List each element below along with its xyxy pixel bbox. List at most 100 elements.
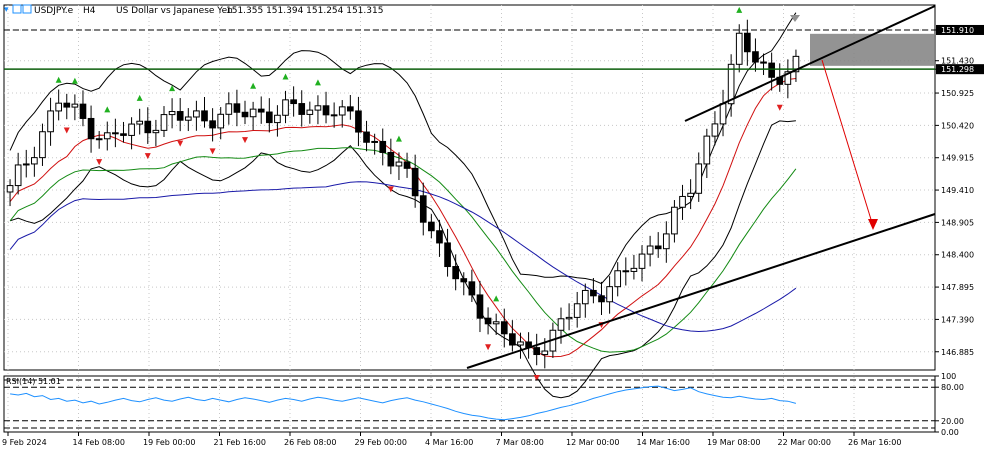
candle-body: [14, 164, 22, 187]
price-tag-bg: [936, 24, 984, 35]
down-arrow-marker: [177, 140, 184, 147]
rsi-panel: 100 80.00 20.00 0.00 RSI(14) 51.01: [4, 372, 964, 437]
time-tick-label: 14 Feb 08:00: [73, 438, 125, 447]
candle-body: [581, 289, 589, 305]
price-tick-label: 149.915: [941, 154, 974, 163]
time-tick-label: 22 Mar 00:00: [778, 438, 831, 447]
candle-body: [79, 103, 87, 119]
fractal-arrows: [55, 6, 783, 381]
time-tick-label: 4 Mar 16:00: [425, 438, 473, 447]
candle-body: [144, 120, 152, 134]
timeframe-label: H4: [83, 6, 96, 16]
candle-body: [492, 321, 500, 325]
candle-body: [306, 109, 314, 115]
time-tick-label: 19 Feb 00:00: [143, 438, 195, 447]
timeframe-icon: [22, 4, 32, 14]
candle-body: [39, 131, 46, 159]
resistance-zone: [810, 33, 935, 66]
band-upper: [9, 12, 797, 285]
candle-body: [363, 131, 370, 143]
candle-body: [436, 230, 443, 244]
candle-body: [517, 341, 524, 346]
candle-body: [71, 103, 79, 108]
candle-body: [679, 195, 686, 208]
up-arrow-marker: [493, 295, 500, 302]
down-arrow-marker: [387, 186, 394, 193]
candle-body: [322, 105, 330, 116]
time-tick-label: 12 Mar 00:00: [566, 438, 619, 447]
candle-body: [460, 278, 468, 283]
candle-body: [47, 110, 54, 133]
up-arrow-marker: [169, 85, 176, 92]
candle-body: [638, 253, 646, 269]
candle-body: [395, 161, 403, 167]
price-tick-label: 148.905: [941, 218, 974, 227]
time-tick-label: 7 Mar 08:00: [496, 438, 544, 447]
ma-green-line: [9, 147, 797, 353]
candle-body: [241, 111, 249, 118]
price-tick-label: 147.895: [941, 283, 974, 292]
ma-blue-line: [9, 181, 797, 333]
candle-body: [290, 99, 297, 105]
candle-body: [573, 303, 581, 318]
up-arrow-marker: [395, 135, 402, 142]
candle-body: [128, 123, 135, 136]
candle-body: [476, 294, 484, 319]
rsi-tick-label: 20.00: [941, 417, 964, 426]
time-tick-label: 29 Feb 00:00: [355, 438, 407, 447]
candle-body: [565, 316, 573, 320]
projection-arrow-head: [868, 219, 878, 230]
chart-grid: [3, 4, 936, 433]
rsi-tick-label: 100: [941, 372, 956, 381]
candle-body: [282, 99, 289, 116]
price-tick-label: 148.400: [941, 251, 974, 260]
candle-body: [662, 233, 670, 250]
candle-body: [484, 317, 492, 325]
symbol-icon: [12, 4, 22, 14]
candle-body: [419, 195, 427, 223]
candle-body: [735, 32, 743, 65]
rsi-line: [10, 385, 797, 421]
candle-body: [355, 110, 362, 133]
candle-body: [452, 266, 459, 280]
time-tick-label: 19 Mar 08:00: [707, 438, 760, 447]
candle-body: [6, 185, 14, 193]
candle-body: [136, 120, 144, 125]
projection-arrow-line: [821, 59, 874, 227]
candle-body: [500, 321, 508, 335]
candle-body: [63, 102, 71, 108]
candle-body: [387, 151, 395, 167]
chart-menu-icon[interactable]: ▾: [4, 5, 9, 15]
candle-body: [103, 132, 111, 140]
candle-body: [411, 167, 419, 197]
candle-body: [347, 106, 354, 112]
up-arrow-marker: [250, 82, 257, 89]
candle-body: [598, 295, 605, 303]
candle-body: [768, 62, 775, 78]
candle-body: [711, 123, 719, 137]
down-arrow-marker: [776, 104, 783, 111]
band-lower: [9, 120, 796, 399]
candle-body: [314, 105, 322, 111]
chart-header: ▾ USDJPY.e H4 US Dollar vs Japanese Yen …: [4, 4, 383, 16]
candle-body: [168, 111, 176, 116]
rsi-frame: [3, 375, 936, 433]
candle-body: [403, 161, 411, 169]
candle-body: [654, 245, 662, 250]
candle-body: [533, 347, 541, 356]
symbol-label: USDJPY.e: [34, 6, 74, 16]
candle-body: [95, 138, 103, 141]
candle-body: [719, 103, 727, 125]
time-axis: 9 Feb 2024 14 Feb 08:00 19 Feb 00:00 21 Feb…: [2, 432, 901, 447]
candle-body: [233, 103, 241, 113]
candle-body: [22, 163, 30, 166]
candle-body: [557, 318, 565, 331]
candle-body: [590, 289, 597, 297]
candlestick-series: [6, 19, 800, 369]
down-arrow-marker: [96, 159, 103, 166]
price-tag-bg: [936, 64, 984, 75]
analysis-drawings: [4, 5, 936, 369]
